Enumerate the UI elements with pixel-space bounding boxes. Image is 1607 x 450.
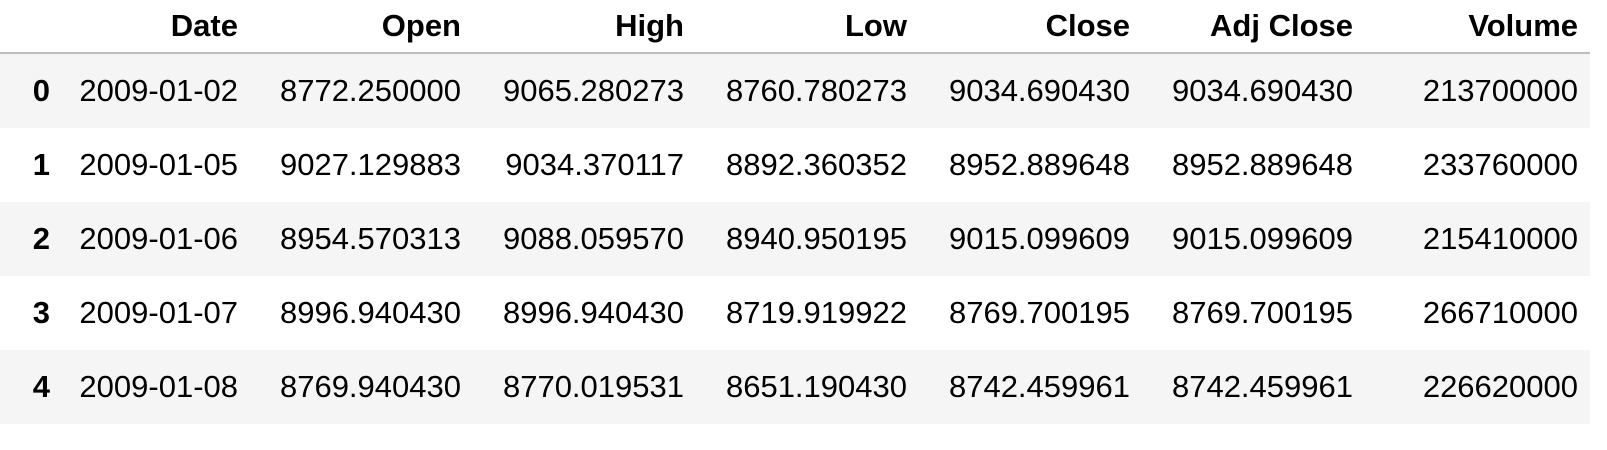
cell-date: 2009-01-07: [79, 295, 238, 330]
cell-date: 2009-01-02: [79, 73, 238, 108]
row-index: 3: [32, 295, 50, 330]
cell-date: 2009-01-05: [79, 147, 238, 182]
cell-adj-close: 8742.459961: [1171, 369, 1353, 404]
header-index: [0, 0, 70, 54]
cell-low: 8940.950195: [725, 221, 907, 256]
header-low: Low: [696, 0, 919, 54]
header-volume: Volume: [1365, 0, 1590, 54]
row-index: 2: [32, 221, 50, 256]
row-index: 4: [32, 369, 50, 404]
cell-low: 8719.919922: [725, 295, 907, 330]
cell-volume: 266710000: [1422, 295, 1578, 330]
header-close: Close: [919, 0, 1142, 54]
cell-close: 8769.700195: [948, 295, 1130, 330]
cell-adj-close: 8769.700195: [1171, 295, 1353, 330]
cell-open: 8996.940430: [279, 295, 461, 330]
cell-date: 2009-01-08: [79, 369, 238, 404]
cell-adj-close: 8952.889648: [1171, 147, 1353, 182]
cell-high: 9088.059570: [502, 221, 684, 256]
header-open: Open: [250, 0, 473, 54]
cell-high: 9065.280273: [502, 73, 684, 108]
header-adj-close: Adj Close: [1142, 0, 1365, 54]
row-index: 0: [32, 73, 50, 108]
cell-adj-close: 9034.690430: [1171, 73, 1353, 108]
cell-close: 8952.889648: [948, 147, 1130, 182]
cell-adj-close: 9015.099609: [1171, 221, 1353, 256]
cell-open: 8954.570313: [279, 221, 461, 256]
table-row: 4 2009-01-08 8769.940430 8770.019531 865…: [0, 350, 1590, 424]
cell-high: 9034.370117: [505, 147, 684, 182]
cell-open: 8772.250000: [279, 73, 461, 108]
cell-high: 8996.940430: [502, 295, 684, 330]
cell-open: 8769.940430: [279, 369, 461, 404]
table-row: 2 2009-01-06 8954.570313 9088.059570 894…: [0, 202, 1590, 276]
table-row: 3 2009-01-07 8996.940430 8996.940430 871…: [0, 276, 1590, 350]
cell-date: 2009-01-06: [79, 221, 238, 256]
table-row: 0 2009-01-02 8772.250000 9065.280273 876…: [0, 53, 1590, 128]
cell-volume: 226620000: [1422, 369, 1578, 404]
cell-low: 8760.780273: [725, 73, 907, 108]
cell-close: 9034.690430: [948, 73, 1130, 108]
cell-volume: 213700000: [1422, 73, 1578, 108]
dataframe-table: Date Open High Low Close Adj Close Volum…: [0, 0, 1590, 424]
cell-close: 8742.459961: [948, 369, 1130, 404]
cell-open: 9027.129883: [279, 147, 461, 182]
cell-low: 8892.360352: [725, 147, 907, 182]
row-index: 1: [32, 147, 50, 182]
cell-volume: 233760000: [1422, 147, 1578, 182]
table-row: 1 2009-01-05 9027.129883 9034.370117 889…: [0, 128, 1590, 202]
header-row: Date Open High Low Close Adj Close Volum…: [0, 0, 1590, 54]
cell-volume: 215410000: [1422, 221, 1578, 256]
header-high: High: [473, 0, 696, 54]
cell-low: 8651.190430: [725, 369, 907, 404]
header-date: Date: [70, 0, 250, 54]
cell-high: 8770.019531: [502, 369, 684, 404]
cell-close: 9015.099609: [948, 221, 1130, 256]
